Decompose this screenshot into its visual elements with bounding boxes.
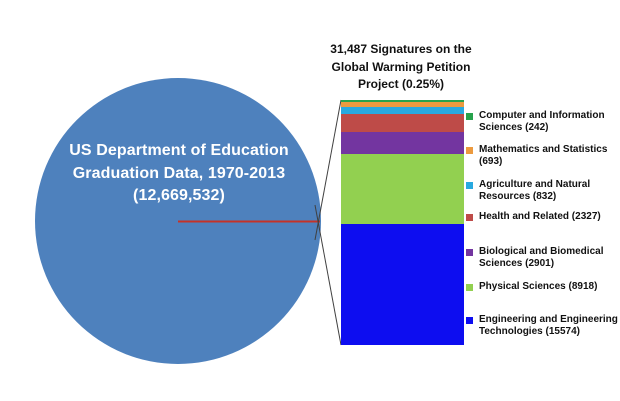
pie-label-line3: (12,669,532)	[133, 187, 225, 204]
legend-swatch	[466, 284, 473, 291]
legend-label: Health and Related (2327)	[479, 211, 601, 222]
legend-swatch	[466, 182, 473, 189]
pie-label: US Department of Education Graduation Da…	[38, 140, 320, 208]
legend-swatch	[466, 113, 473, 120]
pie-label-line2: Graduation Data, 1970-2013	[72, 164, 286, 182]
legend-item-physical-sciences: Physical Sciences (8918)	[466, 281, 619, 293]
legend-item-biological-biomedical-sciences: Biological and Biomedical Sciences (2901…	[466, 246, 619, 270]
legend-label: Physical Sciences (8918)	[479, 281, 598, 292]
bar-title-line3: Project (0.25%)	[357, 77, 445, 91]
legend-label: Biological and Biomedical Sciences (2901…	[479, 246, 604, 269]
bar-segment-engineering-technologies	[341, 223, 464, 346]
bar-title: 31,487 Signatures on the Global Warming …	[321, 41, 481, 94]
legend-item-engineering-technologies: Engineering and Engineering Technologies…	[466, 314, 619, 338]
legend: Computer and Information Sciences (242) …	[466, 0, 620, 401]
legend-swatch	[466, 317, 473, 324]
legend-item-computer-information-sciences: Computer and Information Sciences (242)	[466, 110, 619, 134]
legend-swatch	[466, 214, 473, 221]
legend-swatch	[466, 147, 473, 154]
bar-title-line2: Global Warming Petition	[331, 59, 471, 74]
legend-item-mathematics-statistics: Mathematics and Statistics (693)	[466, 144, 619, 168]
legend-swatch	[466, 249, 473, 256]
bar-segment-health-and-related	[341, 113, 464, 132]
bar-segment-physical-sciences	[341, 154, 464, 224]
bar-segment-biological-biomedical-sciences	[341, 131, 464, 155]
legend-label: Computer and Information Sciences (242)	[479, 110, 605, 133]
legend-label: Engineering and Engineering Technologies…	[479, 314, 618, 337]
bar-segment-computer-information-sciences	[341, 100, 464, 102]
bar-segment-agriculture-natural-resources	[341, 107, 464, 114]
stacked-bar	[341, 100, 464, 346]
bar-segment-mathematics-statistics	[341, 101, 464, 108]
pie-label-line1: US Department of Education	[69, 142, 289, 159]
connector-bottom	[314, 204, 342, 346]
bar-title-line1: 31,487 Signatures on the	[330, 42, 472, 56]
connector-top	[314, 99, 342, 241]
legend-label: Agriculture and Natural Resources (832)	[479, 179, 591, 202]
legend-item-agriculture-natural-resources: Agriculture and Natural Resources (832)	[466, 179, 619, 203]
legend-label: Mathematics and Statistics (693)	[479, 144, 608, 167]
legend-item-health-and-related: Health and Related (2327)	[466, 211, 619, 223]
